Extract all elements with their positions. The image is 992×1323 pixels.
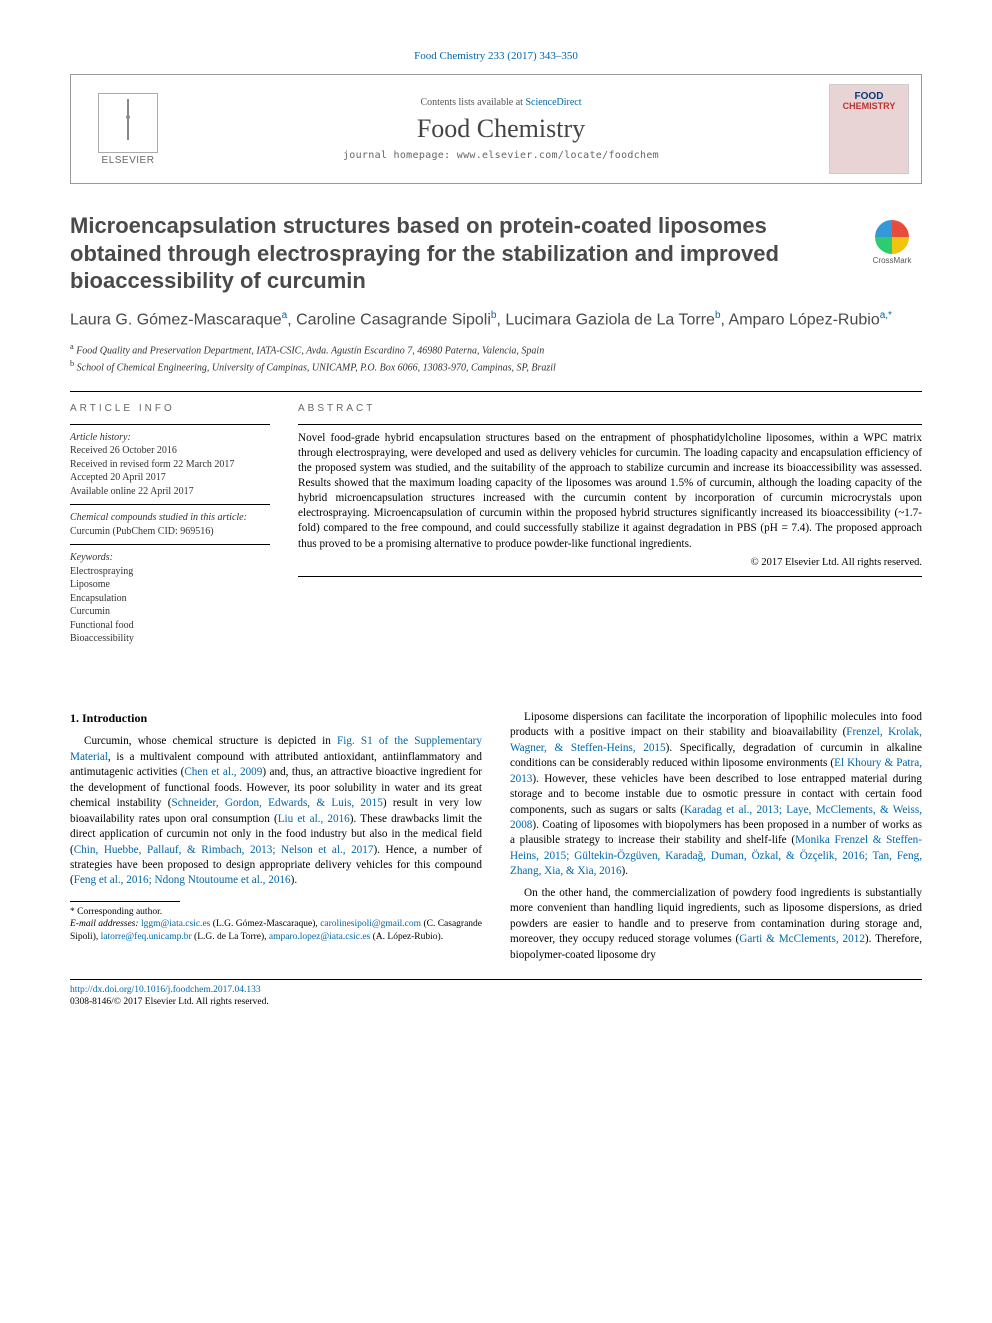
banner-center: Contents lists available at ScienceDirec… — [173, 97, 829, 161]
p1-seg-a: Curcumin, whose chemical structure is de… — [84, 735, 337, 747]
intro-paragraph-1: Curcumin, whose chemical structure is de… — [70, 734, 482, 889]
divider-top — [70, 391, 922, 392]
abstract-text: Novel food-grade hybrid encapsulation st… — [298, 431, 922, 552]
author-4: Amparo López-Rubio — [729, 311, 880, 328]
homepage-prefix: journal homepage: — [343, 150, 457, 161]
intro-heading: 1. Introduction — [70, 710, 482, 727]
author-3-aff: b — [715, 310, 721, 321]
history-revised: Received in revised form 22 March 2017 — [70, 458, 270, 472]
compounds-label: Chemical compounds studied in this artic… — [70, 511, 270, 525]
keyword-2: Liposome — [70, 578, 270, 592]
email-label: E-mail addresses: — [70, 919, 141, 929]
author-2-aff: b — [491, 310, 497, 321]
bottom-rule — [70, 979, 922, 980]
cite-feng-2016[interactable]: Feng et al., 2016; Ndong Ntoutoume et al… — [74, 874, 291, 886]
footnotes: * Corresponding author. E-mail addresses… — [70, 906, 482, 943]
homepage-line: journal homepage: www.elsevier.com/locat… — [173, 150, 829, 161]
abstract-divider — [298, 424, 922, 425]
email-3-who: (L.G. de La Torre) — [194, 932, 264, 942]
journal-name: Food Chemistry — [173, 114, 829, 144]
journal-cover-thumb: FOOD CHEMISTRY — [829, 84, 909, 174]
info-divider-1 — [70, 424, 270, 425]
crossmark-label: CrossMark — [873, 256, 912, 265]
history-received: Received 26 October 2016 — [70, 444, 270, 458]
crossmark-badge[interactable]: CrossMark — [862, 212, 922, 272]
email-4-who: (A. López-Rubio) — [373, 932, 441, 942]
author-4-aff: a,* — [880, 310, 892, 321]
footnote-rule — [70, 901, 180, 902]
keyword-3: Encapsulation — [70, 592, 270, 606]
keyword-5: Functional food — [70, 619, 270, 633]
author-2: Caroline Casagrande Sipoli — [296, 311, 491, 328]
keyword-6: Bioaccessibility — [70, 632, 270, 646]
doi-block: http://dx.doi.org/10.1016/j.foodchem.201… — [70, 984, 922, 1009]
cite-chin-2013[interactable]: Chin, Huebbe, Pallauf, & Rimbach, 2013; … — [74, 844, 374, 856]
keywords-label: Keywords: — [70, 551, 270, 565]
publisher-logo-block: ELSEVIER — [83, 93, 173, 166]
cite-garti-2012[interactable]: Garti & McClements, 2012 — [739, 933, 865, 945]
history-accepted: Accepted 20 April 2017 — [70, 471, 270, 485]
right-column: Liposome dispersions can facilitate the … — [510, 710, 922, 969]
article-info-column: ARTICLE INFO Article history: Received 2… — [70, 402, 270, 646]
article-info-heading: ARTICLE INFO — [70, 402, 270, 416]
right-paragraph-1: Liposome dispersions can facilitate the … — [510, 710, 922, 880]
affiliations: a Food Quality and Preservation Departme… — [70, 341, 922, 376]
abstract-heading: ABSTRACT — [298, 402, 922, 416]
info-abstract-row: ARTICLE INFO Article history: Received 2… — [70, 402, 922, 646]
sciencedirect-link[interactable]: ScienceDirect — [525, 97, 581, 108]
cite-schneider-2015[interactable]: Schneider, Gordon, Edwards, & Luis, 2015 — [171, 797, 382, 809]
keyword-4: Curcumin — [70, 605, 270, 619]
elsevier-tree-icon — [98, 93, 158, 153]
article-title: Microencapsulation structures based on p… — [70, 212, 844, 295]
left-column: 1. Introduction Curcumin, whose chemical… — [70, 710, 482, 969]
homepage-url[interactable]: www.elsevier.com/locate/foodchem — [457, 150, 659, 161]
body-columns: 1. Introduction Curcumin, whose chemical… — [70, 710, 922, 969]
doi-link[interactable]: http://dx.doi.org/10.1016/j.foodchem.201… — [70, 985, 261, 995]
info-divider-3 — [70, 544, 270, 545]
journal-banner: ELSEVIER Contents lists available at Sci… — [70, 74, 922, 184]
history-label: Article history: — [70, 431, 270, 445]
corresponding-author-label: * Corresponding author. — [70, 906, 482, 918]
author-1-aff: a — [282, 310, 288, 321]
citation-header: Food Chemistry 233 (2017) 343–350 — [70, 50, 922, 62]
info-divider-2 — [70, 504, 270, 505]
issn-copyright: 0308-8146/© 2017 Elsevier Ltd. All right… — [70, 997, 269, 1007]
author-1: Laura G. Gómez-Mascaraque — [70, 311, 282, 328]
keyword-1: Electrospraying — [70, 565, 270, 579]
cover-line2: CHEMISTRY — [843, 101, 896, 111]
rp1-e: ). — [622, 865, 629, 877]
affiliation-a: Food Quality and Preservation Department… — [76, 345, 544, 356]
abstract-copyright: © 2017 Elsevier Ltd. All rights reserved… — [298, 556, 922, 570]
contents-prefix: Contents lists available at — [420, 97, 525, 108]
email-1[interactable]: lggm@iata.csic.es — [141, 919, 210, 929]
email-block: E-mail addresses: lggm@iata.csic.es (L.G… — [70, 918, 482, 943]
history-online: Available online 22 April 2017 — [70, 485, 270, 499]
email-4[interactable]: amparo.lopez@iata.csic.es — [269, 932, 370, 942]
right-paragraph-2: On the other hand, the commercialization… — [510, 886, 922, 963]
contents-line: Contents lists available at ScienceDirec… — [173, 97, 829, 108]
author-3: Lucimara Gaziola de La Torre — [505, 311, 715, 328]
crossmark-icon — [875, 220, 909, 254]
p1-seg-g: ). — [291, 874, 298, 886]
email-1-who: (L.G. Gómez-Mascaraque) — [213, 919, 316, 929]
cite-liu-2016[interactable]: Liu et al., 2016 — [278, 813, 350, 825]
abstract-column: ABSTRACT Novel food-grade hybrid encapsu… — [298, 402, 922, 646]
compound-1: Curcumin (PubChem CID: 969516) — [70, 525, 270, 539]
email-3[interactable]: latorre@feq.unicamp.br — [101, 932, 192, 942]
affiliation-b: School of Chemical Engineering, Universi… — [77, 362, 556, 373]
cite-chen-2009[interactable]: Chen et al., 2009 — [184, 766, 262, 778]
email-2[interactable]: carolinesipoli@gmail.com — [320, 919, 421, 929]
page: Food Chemistry 233 (2017) 343–350 ELSEVI… — [0, 0, 992, 1049]
abstract-divider-bottom — [298, 576, 922, 577]
author-list: Laura G. Gómez-Mascaraquea, Caroline Cas… — [70, 309, 922, 331]
publisher-label: ELSEVIER — [102, 155, 155, 166]
